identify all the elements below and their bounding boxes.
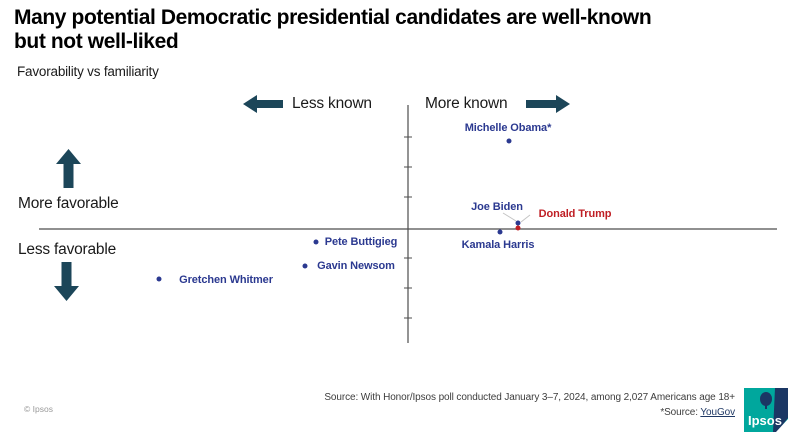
data-label-michelle-obama: Michelle Obama* — [464, 122, 552, 134]
page-title: Many potential Democratic presidential c… — [14, 6, 652, 55]
right-arrow-icon — [526, 95, 570, 113]
leader-line — [502, 212, 517, 222]
data-point-kamala-harris — [497, 229, 503, 235]
yougov-link[interactable]: YouGov — [700, 407, 735, 418]
copyright-text: © Ipsos — [24, 404, 53, 414]
data-label-joe-biden: Joe Biden — [471, 201, 523, 213]
page-title-line1: Many potential Democratic presidential c… — [14, 6, 652, 29]
chart-subtitle: Favorability vs familiarity — [17, 64, 159, 79]
down-arrow-icon — [54, 262, 79, 301]
data-point-donald-trump — [515, 225, 521, 231]
up-arrow-icon — [56, 149, 81, 188]
data-label-gretchen-whitmer: Gretchen Whitmer — [179, 274, 273, 286]
source-text: Source: With Honor/Ipsos poll conducted … — [324, 392, 735, 403]
data-point-gretchen-whitmer — [156, 276, 162, 282]
data-point-pete-buttigieg — [313, 239, 319, 245]
ipsos-logo: Ipsos — [744, 388, 788, 432]
left-arrow-icon — [243, 95, 283, 113]
data-point-michelle-obama — [506, 138, 512, 144]
data-point-gavin-newsom — [302, 263, 308, 269]
svg-text:Ipsos: Ipsos — [748, 413, 782, 428]
page-title-line2: but not well-liked — [14, 30, 179, 54]
more-favorable-label: More favorable — [18, 195, 119, 212]
source2-prefix: *Source: — [660, 407, 701, 418]
leader-line — [520, 214, 531, 223]
more-known-label: More known — [425, 95, 508, 112]
less-favorable-label: Less favorable — [18, 241, 117, 258]
less-known-label: Less known — [292, 95, 372, 112]
data-label-donald-trump: Donald Trump — [538, 208, 612, 220]
source-attribution: *Source: YouGov — [660, 407, 735, 418]
data-label-gavin-newsom: Gavin Newsom — [317, 260, 395, 272]
data-label-kamala-harris: Kamala Harris — [461, 239, 535, 251]
data-label-pete-buttigieg: Pete Buttigieg — [324, 236, 398, 248]
data-point-joe-biden — [515, 220, 521, 226]
